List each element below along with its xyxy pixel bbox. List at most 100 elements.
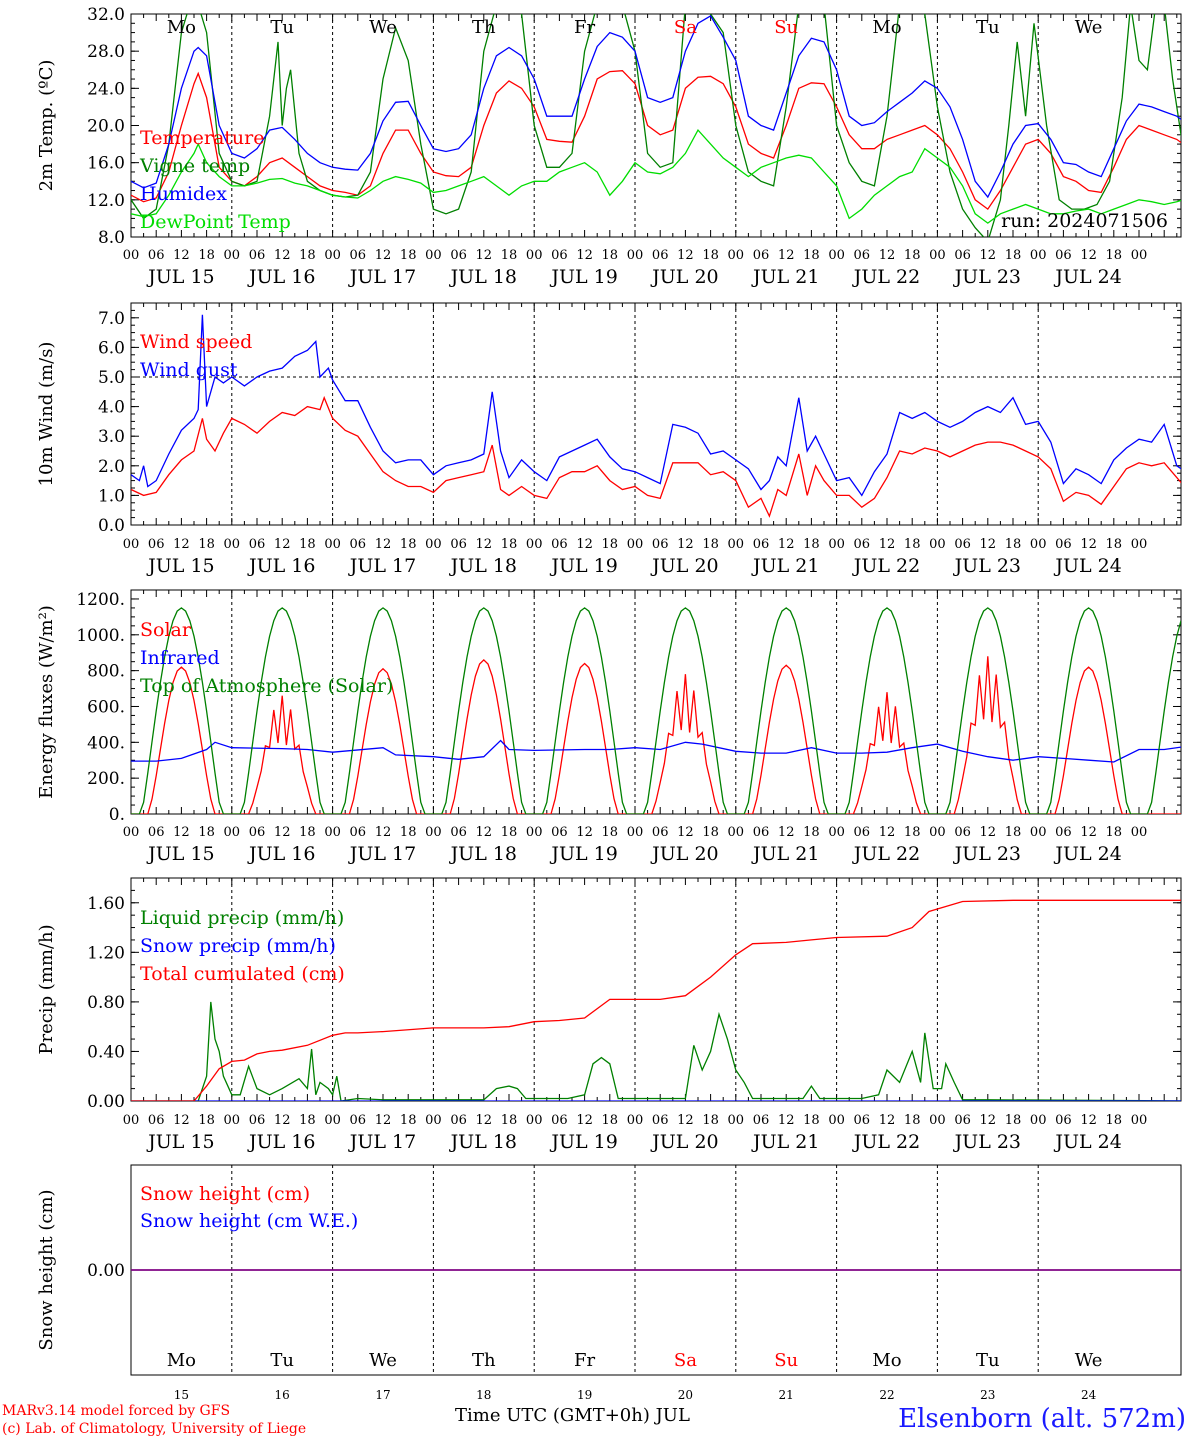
snow-day-number: 20: [678, 1388, 693, 1402]
hour-tick-label: 12: [274, 1113, 291, 1128]
hour-tick-label: 18: [501, 1113, 518, 1128]
legend-entry: Snow precip (mm/h): [140, 935, 336, 957]
series-top-of-atmosphere-solar: [131, 607, 1181, 814]
snow-day-number: 21: [779, 1388, 794, 1402]
day-date-label: JUL 18: [449, 843, 517, 865]
snow-day-name: Mo: [872, 1350, 901, 1371]
panel-precipitation: 0.00 0.40 0.80 1.20 1.60 Precip (mm/h) 00 06 12 1…: [36, 877, 1182, 1153]
hour-tick-label: 06: [350, 248, 367, 263]
day-date-label: JUL 22: [852, 1131, 920, 1153]
hour-tick-label: 18: [602, 825, 619, 840]
hour-tick-label: 06: [148, 825, 165, 840]
hour-tick-label: 12: [476, 825, 493, 840]
y-tick-label: 600.: [87, 697, 125, 717]
y-tick-label: 0.40: [87, 1042, 125, 1062]
y-tick-label: 28.0: [87, 42, 125, 62]
hour-tick-label: 00: [828, 1113, 845, 1128]
hour-tick-label: 00: [728, 248, 745, 263]
day-date-label: JUL 24: [1053, 555, 1121, 577]
hour-tick-label: 18: [702, 1113, 719, 1128]
hour-tick-label: 00: [728, 1113, 745, 1128]
hour-tick-label: 06: [652, 825, 669, 840]
hour-tick-label: 06: [753, 248, 770, 263]
hour-tick-label: 06: [954, 825, 971, 840]
hour-tick-label: 18: [803, 825, 820, 840]
hour-tick-label: 06: [854, 1113, 871, 1128]
hour-tick-label: 18: [198, 1113, 215, 1128]
y-tick-label: 12.0: [87, 191, 125, 211]
hour-tick-label: 06: [954, 248, 971, 263]
hour-tick-label: 12: [173, 825, 190, 840]
panel-energy-fluxes: 0. 200. 400. 600. 800. 1000. 1200. Energy fluxe…: [36, 589, 1182, 865]
y-tick-label: 4.0: [98, 398, 125, 418]
y-tick-label: 16.0: [87, 154, 125, 174]
hour-tick-label: 00: [425, 537, 442, 552]
y-tick-label: 20.0: [87, 117, 125, 137]
hour-tick-label: 18: [1106, 825, 1123, 840]
legend-entry: Liquid precip (mm/h): [140, 907, 344, 929]
hour-tick-label: 06: [249, 825, 266, 840]
day-date-label: JUL 17: [348, 1131, 416, 1153]
hour-tick-label: 18: [400, 825, 417, 840]
snow-day-number: 23: [980, 1388, 995, 1402]
day-name: Mo: [167, 17, 196, 38]
hour-tick-label: 06: [551, 537, 568, 552]
hour-tick-label: 06: [350, 825, 367, 840]
hour-tick-label: 06: [450, 248, 467, 263]
y-tick-label: 6.0: [98, 338, 125, 358]
hour-tick-label: 06: [551, 248, 568, 263]
hour-tick-label: 12: [778, 537, 795, 552]
y-axis-title: 2m Temp. (ºC): [36, 60, 57, 192]
legend-entry: Wind speed: [140, 331, 252, 353]
hour-tick-label: 18: [1106, 1113, 1123, 1128]
hour-tick-label: 06: [854, 537, 871, 552]
hour-tick-label: 00: [324, 1113, 341, 1128]
snow-day-name: Tu: [270, 1350, 294, 1371]
legend-entry: Wind gust: [140, 359, 238, 381]
y-tick-label: 2.0: [98, 457, 125, 477]
day-name: We: [369, 17, 397, 38]
hour-tick-label: 12: [980, 1113, 997, 1128]
snow-day-name: Mo: [167, 1350, 196, 1371]
day-name: We: [1075, 17, 1103, 38]
day-date-label: JUL 20: [650, 1131, 718, 1153]
snow-day-number: 24: [1081, 1388, 1097, 1402]
y-tick-label: 7.0: [98, 309, 125, 329]
hour-tick-label: 06: [450, 1113, 467, 1128]
hour-tick-label: 12: [677, 537, 694, 552]
hour-tick-label: 00: [627, 1113, 644, 1128]
hour-tick-label: 06: [753, 537, 770, 552]
day-date-label: JUL 23: [953, 1131, 1021, 1153]
hour-tick-label: 12: [476, 537, 493, 552]
day-date-label: JUL 17: [348, 266, 416, 288]
day-date-label: JUL 16: [247, 266, 315, 288]
snow-day-number: 15: [174, 1388, 189, 1402]
hour-tick-label: 06: [652, 248, 669, 263]
snow-day-name: Tu: [976, 1350, 1000, 1371]
hour-tick-label: 12: [1080, 248, 1097, 263]
series-infrared: [131, 739, 1181, 763]
run-label: run: 2024071506: [1001, 210, 1168, 232]
snow-day-number: 16: [275, 1388, 290, 1402]
hour-tick-label: 18: [1005, 1113, 1022, 1128]
hour-tick-label: 12: [1080, 1113, 1097, 1128]
hour-tick-label: 06: [753, 1113, 770, 1128]
day-date-label: JUL 23: [953, 266, 1021, 288]
hour-tick-label: 18: [400, 1113, 417, 1128]
hour-tick-label: 12: [879, 537, 896, 552]
hour-tick-label: 00: [123, 1113, 140, 1128]
day-date-label: JUL 24: [1053, 843, 1121, 865]
hour-tick-label: 06: [954, 537, 971, 552]
y-axis-title: Precip (mm/h): [36, 924, 57, 1054]
day-date-label: JUL 22: [852, 555, 920, 577]
panel-temperature: 8.0 12.0 16.0 20.0 24.0 28.0 32.0 2m Temp. (ºC)…: [36, 5, 1182, 288]
hour-tick-label: 18: [400, 537, 417, 552]
day-date-label: JUL 19: [549, 843, 617, 865]
hour-tick-label: 12: [980, 825, 997, 840]
day-date-label: JUL 21: [751, 843, 819, 865]
snow-day-labels: Mo 15 Tu 16 We 17 Th 18 Fr 19 Sa 20 Su 21 Mo 22 Tu 23 We 24: [167, 1350, 1103, 1402]
hour-tick-label: 18: [1005, 825, 1022, 840]
snow-day-number: 22: [879, 1388, 894, 1402]
panel-wind: 0.0 1.0 2.0 3.0 4.0 5.0 6.0 7.0 10m Wind (m/s) 00…: [36, 302, 1182, 577]
hour-tick-label: 00: [526, 537, 543, 552]
